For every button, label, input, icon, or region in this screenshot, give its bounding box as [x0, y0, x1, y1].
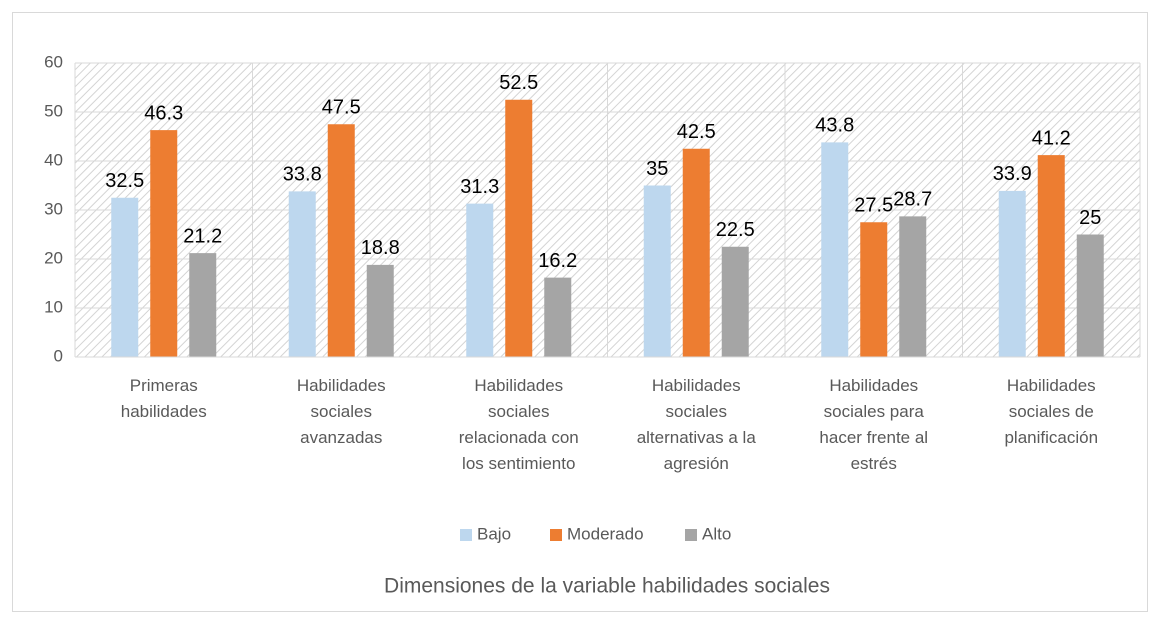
- data-label: 46.3: [144, 102, 183, 124]
- data-label: 33.9: [993, 163, 1032, 185]
- bar: [466, 203, 494, 357]
- y-tick-label: 60: [44, 52, 63, 71]
- data-label: 22.5: [716, 219, 755, 241]
- bar: [288, 191, 316, 357]
- bar: [682, 148, 710, 357]
- bar: [150, 130, 178, 357]
- data-label: 52.5: [499, 72, 538, 94]
- bar: [1037, 155, 1065, 357]
- bar: [327, 124, 355, 357]
- bar: [899, 216, 927, 357]
- legend-label: Alto: [702, 524, 731, 543]
- y-tick-label: 0: [54, 346, 63, 365]
- data-label: 47.5: [322, 97, 361, 119]
- legend-swatch: [460, 529, 472, 541]
- x-axis-title: Dimensiones de la variable habilidades s…: [384, 575, 830, 598]
- bar: [643, 185, 671, 357]
- y-tick-label: 50: [44, 101, 63, 120]
- legend-label: Moderado: [567, 524, 644, 543]
- x-tick-label: Habilidades sociales de planificación: [1004, 376, 1098, 447]
- x-tick-label: Habilidades sociales relacionada con los se…: [459, 376, 579, 473]
- legend-swatch: [550, 529, 562, 541]
- bar: [544, 277, 572, 357]
- data-label: 18.8: [361, 237, 400, 259]
- legend-swatch: [685, 529, 697, 541]
- x-tick-label: Habilidades sociales para hacer frente al e…: [819, 376, 928, 473]
- y-tick-label: 40: [44, 150, 63, 169]
- bar: [505, 99, 533, 357]
- bar: [366, 264, 394, 357]
- data-label: 41.2: [1032, 127, 1071, 149]
- bar: [821, 142, 849, 357]
- y-tick-label: 30: [44, 199, 63, 218]
- data-label: 16.2: [538, 250, 577, 272]
- bar: [111, 197, 139, 357]
- data-label: 32.5: [105, 170, 144, 192]
- data-label: 43.8: [815, 115, 854, 137]
- x-tick-label: Habilidades sociales avanzadas: [297, 376, 386, 447]
- bar: [189, 253, 217, 357]
- x-tick-label: Primeras habilidades: [121, 376, 207, 421]
- data-label: 35: [646, 158, 668, 180]
- legend-label: Bajo: [477, 524, 511, 543]
- data-label: 21.2: [183, 225, 222, 247]
- y-tick-label: 10: [44, 297, 63, 316]
- x-tick-label: Habilidades sociales alternativas a la agre…: [637, 376, 757, 473]
- bar: [1076, 234, 1104, 357]
- bar: [998, 190, 1026, 357]
- bar: [860, 222, 888, 357]
- y-tick-label: 20: [44, 248, 63, 267]
- bar: [721, 246, 749, 357]
- data-label: 33.8: [283, 164, 322, 186]
- data-label: 42.5: [677, 121, 716, 143]
- data-label: 28.7: [893, 189, 932, 211]
- data-label: 25: [1079, 207, 1101, 229]
- data-label: 27.5: [854, 195, 893, 217]
- data-label: 31.3: [460, 176, 499, 198]
